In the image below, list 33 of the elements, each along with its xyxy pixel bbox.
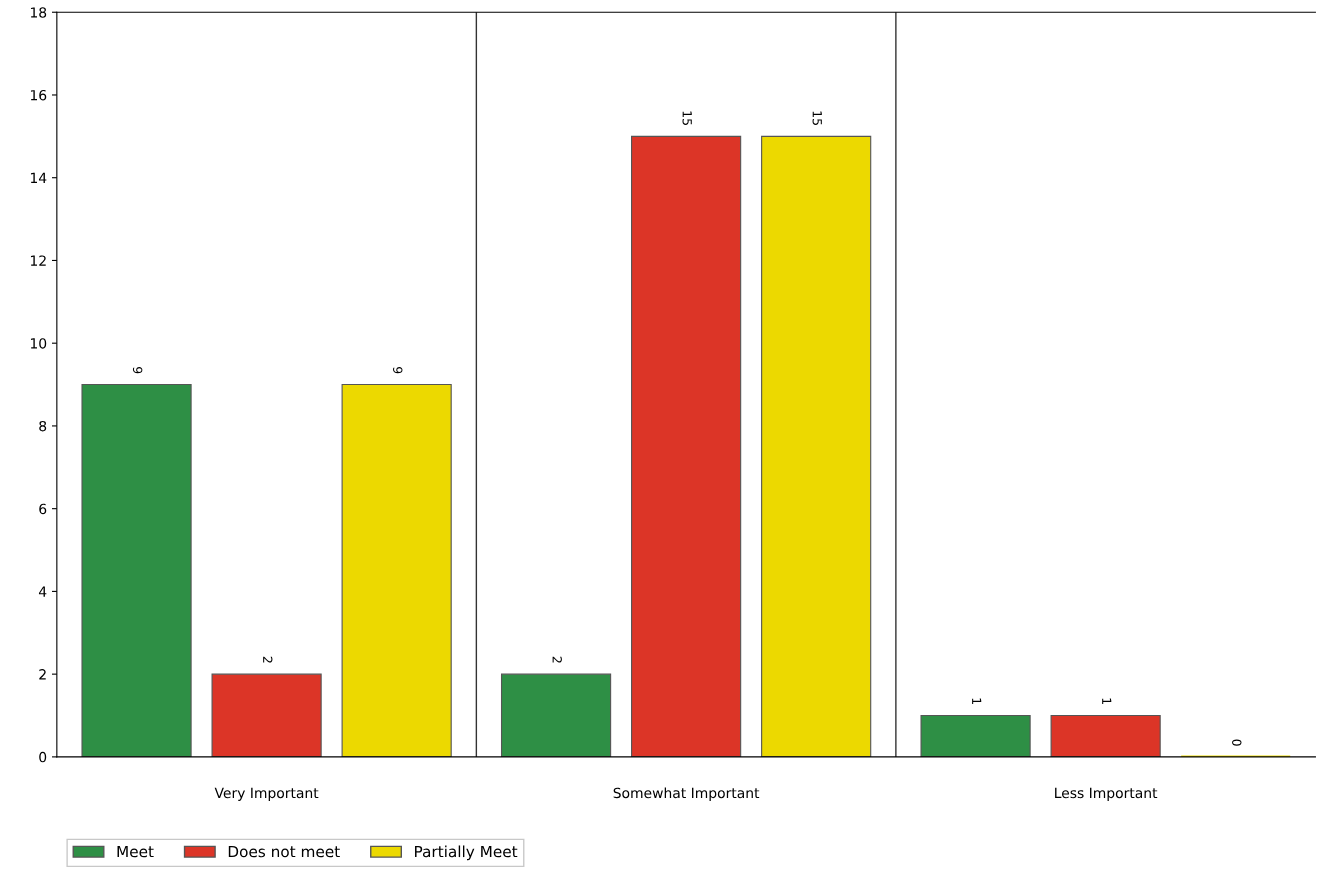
y-tick-label: 0 [39,751,47,763]
bar [500,673,612,757]
bar [1050,714,1161,757]
y-tick-label: 16 [30,89,47,101]
legend-label: Does not meet [228,845,340,858]
data-label: 9 [132,367,143,374]
y-tick-label: 12 [30,255,46,266]
bar [81,384,192,757]
data-label: 15 [812,111,822,125]
bar [211,673,322,757]
y-tick-label: 8 [39,420,47,432]
data-label: 9 [393,367,403,374]
y-tick-label: 14 [30,172,47,183]
x-tick-label: Somewhat Important [613,787,760,801]
y-tick-label: 18 [30,7,47,18]
legend-label: Meet [117,845,154,858]
data-label: 2 [552,656,562,663]
bar [920,714,1031,757]
bar [761,135,872,757]
data-label: 0 [1232,739,1242,746]
y-tick-label: 10 [30,338,47,349]
bar [341,384,452,757]
data-label: 1 [972,698,982,705]
data-label: 2 [263,656,273,663]
x-tick-label: Less Important [1055,787,1158,801]
y-tick-label: 6 [39,503,47,515]
data-label: 1 [1102,698,1112,705]
y-tick-label: 2 [39,669,46,680]
bar [631,135,742,757]
x-tick-label: Very Important [214,787,319,801]
data-label: 15 [682,111,692,125]
y-tick-label: 4 [38,586,47,597]
legend-label: Partially Meet [415,845,518,861]
